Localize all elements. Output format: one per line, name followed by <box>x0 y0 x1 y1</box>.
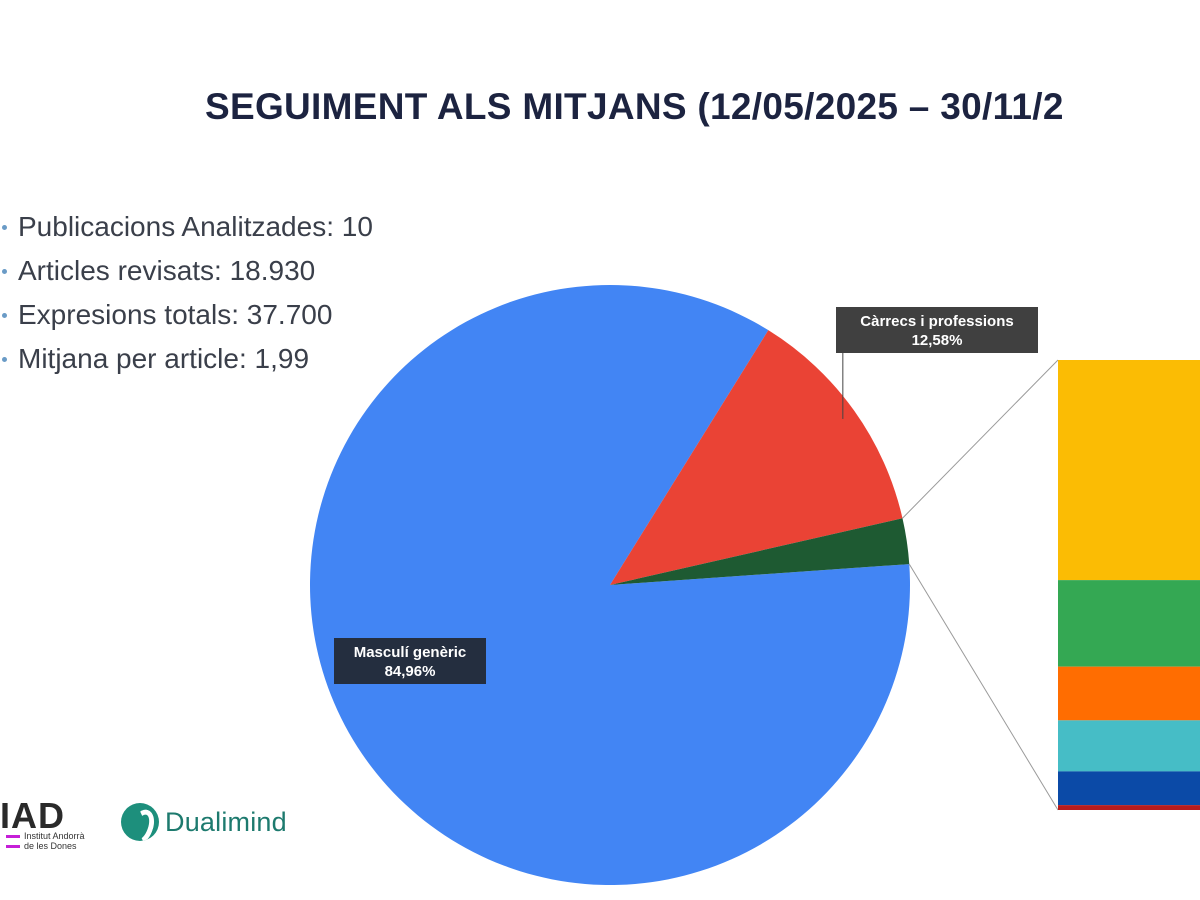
data-label-1: Masculí genèric 84,96% <box>334 638 486 684</box>
dualimind-logo-text: Dualimind <box>165 806 287 837</box>
stat-item-articles: Articles revisats: 18.930 <box>0 249 373 293</box>
bar-segment-1 <box>1058 360 1200 581</box>
logo-bar-icon <box>6 835 20 838</box>
connector-line-bottom <box>908 563 1059 811</box>
iad-logo-subtitle: Institut Andorrà de les Dones <box>24 831 85 851</box>
label-box <box>334 638 486 684</box>
pie-slices <box>310 285 910 885</box>
bullet-icon <box>2 356 7 362</box>
connector-lines <box>902 359 1059 811</box>
bar-segment-5 <box>1058 771 1200 806</box>
connector-line-top <box>902 359 1059 519</box>
stats-list: Publicacions Analitzades: 10 Articles re… <box>0 205 373 381</box>
pie-slice-3 <box>610 518 910 585</box>
bar-segment-4 <box>1058 720 1200 772</box>
stat-item-average: Mitjana per article: 1,99 <box>0 337 373 381</box>
label-value: 84,96% <box>385 663 436 680</box>
bullet-icon <box>2 224 7 230</box>
pie-slice-2 <box>610 330 903 585</box>
iad-logo-letters: IAD <box>0 795 65 836</box>
stat-item-expressions: Expresions totals: 37.700 <box>0 293 373 337</box>
label-name: Càrrecs i professions <box>860 313 1013 330</box>
dualimind-mark-icon <box>121 803 159 841</box>
breakdown-bar <box>1058 360 1200 810</box>
bullet-icon <box>2 312 7 318</box>
data-label-2: Càrrecs i professions 12,58% <box>836 307 1038 419</box>
page-title: SEGUIMENT ALS MITJANS (12/05/2025 – 30/1… <box>205 86 1064 127</box>
bar-segment-6 <box>1058 805 1200 810</box>
stat-item-publications: Publicacions Analitzades: 10 <box>0 205 373 249</box>
label-box <box>836 307 1038 353</box>
dualimind-logo: Dualimind <box>121 803 287 841</box>
bar-segment-3 <box>1058 666 1200 721</box>
data-labels: Masculí genèric 84,96% Càrrecs i professio… <box>334 307 1038 684</box>
label-name: Masculí genèric <box>354 644 467 661</box>
bullet-icon <box>2 268 7 274</box>
label-value: 12,58% <box>912 332 963 349</box>
logo-bar-icon <box>6 845 20 848</box>
bar-segment-2 <box>1058 580 1200 667</box>
